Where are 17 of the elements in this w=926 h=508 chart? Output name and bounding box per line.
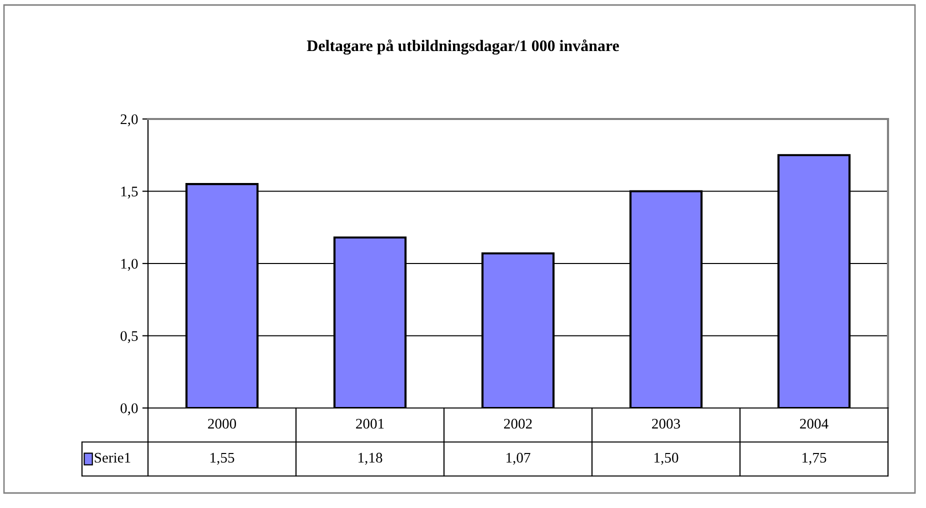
x-tick-label: 2002: [504, 418, 532, 429]
y-tick-label: 1,0: [121, 258, 138, 271]
x-tick-label: 2000: [208, 418, 236, 429]
y-tick-label: 2,0: [120, 114, 138, 126]
legend-label: Serie1: [94, 452, 130, 463]
data-label: 1,75: [802, 452, 826, 465]
y-tick-label: 0,5: [120, 331, 138, 344]
x-tick-label: 2004: [800, 418, 828, 429]
data-label: 1,07: [506, 452, 530, 465]
x-tick-label: 2003: [652, 418, 680, 429]
chart-title: Deltagare på utbildningsdagar/1 000 invånare: [306, 39, 619, 55]
data-label: 1,50: [654, 452, 678, 465]
data-label: 1,18: [358, 452, 382, 465]
x-tick-label: 2001: [356, 418, 384, 429]
y-tick-label: 0,0: [120, 403, 138, 416]
data-label: 1,55: [210, 452, 234, 465]
y-tick-label: 1,5: [121, 186, 138, 199]
